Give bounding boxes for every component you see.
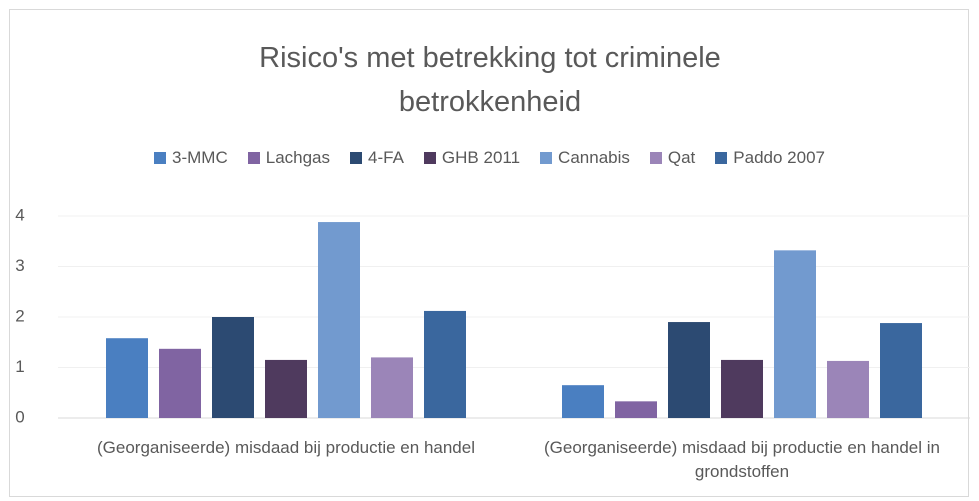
- legend-swatch: [423, 152, 436, 164]
- y-tick-label: 0: [15, 407, 24, 426]
- x-tick-label: (Georganiseerde) misdaad bij productie e…: [544, 438, 940, 481]
- y-tick-label: 3: [15, 256, 24, 275]
- bar: [371, 357, 413, 418]
- y-tick-label: 2: [15, 306, 24, 325]
- bar: [424, 310, 466, 418]
- x-tick-label: (Georganiseerde) misdaad bij productie e…: [96, 438, 475, 457]
- bar: [265, 359, 307, 418]
- bar: [721, 359, 763, 418]
- bar: [318, 222, 360, 418]
- y-tick-label: 1: [15, 357, 24, 376]
- legend-item: 4-FA: [350, 148, 404, 168]
- legend-label: Cannabis: [558, 148, 630, 167]
- chart-title: Risico's met betrekking tot criminele be…: [259, 42, 721, 118]
- legend: 3-MMC Lachgas 4-FA GHB 2011 Cannabis Qat Paddo…: [0, 148, 979, 168]
- bar: [615, 401, 657, 418]
- legend-swatch: [540, 152, 553, 164]
- bar: [668, 322, 710, 418]
- legend-label: Paddo 2007: [733, 148, 825, 167]
- chart-border: [9, 9, 969, 497]
- bar: [562, 385, 604, 418]
- bar: [827, 360, 869, 418]
- legend-swatch: [715, 152, 728, 164]
- legend-item: GHB 2011: [423, 148, 521, 168]
- bar: [159, 348, 201, 418]
- legend-swatch: [350, 152, 363, 164]
- legend-swatch: [247, 152, 260, 164]
- legend-item: 3-MMC: [154, 148, 228, 168]
- legend-item: Qat: [649, 148, 696, 168]
- legend-label: Lachgas: [265, 148, 331, 167]
- y-tick-label: 4: [15, 205, 24, 224]
- bar: [106, 338, 148, 418]
- legend-item: Cannabis: [540, 148, 630, 168]
- legend-label: Qat: [667, 148, 696, 167]
- bar: [774, 250, 816, 418]
- bar: [212, 317, 254, 418]
- legend-item: Paddo 2007: [715, 148, 825, 168]
- legend-item: Lachgas: [247, 148, 331, 168]
- legend-swatch: [154, 152, 167, 164]
- bar: [880, 323, 922, 418]
- legend-label: 4-FA: [368, 148, 404, 167]
- legend-label: GHB 2011: [441, 148, 521, 167]
- legend-label: 3-MMC: [172, 148, 228, 167]
- legend-swatch: [649, 152, 662, 164]
